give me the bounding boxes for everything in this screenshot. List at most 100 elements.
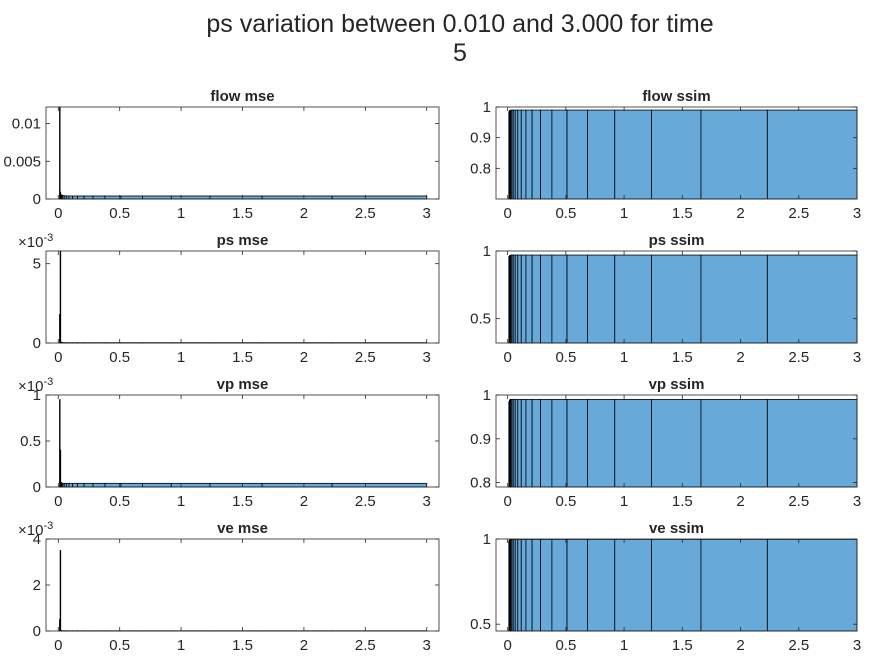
ps-ssim-bar [700,254,768,344]
ve-ssim-ytick-label: 1 [483,531,491,548]
vp-ssim-bar [587,398,616,488]
ps-mse-xtick-label: 2.5 [355,349,376,366]
flow-ssim-bar [520,109,527,200]
vp-ssim-xtick-label: 0.5 [555,493,576,510]
ve-mse-xtick-label: 1.5 [232,637,253,654]
vp-mse-plot-area [46,395,439,487]
vp-mse-bar [72,482,78,488]
flow-ssim-xtick-label: 0.5 [555,205,576,222]
flow-mse-bar [209,195,263,200]
vp-mse-bar [65,482,70,488]
ps-mse-plot-area [46,251,439,343]
ps-ssim-axes: 0 0.5 1 1.5 2 2.5 3 0.5 1 ps ssim [470,232,861,366]
ps-ssim-title: ps ssim [649,232,705,249]
ps-mse-xtick-label: 2 [300,349,308,366]
flow-ssim-bar [651,109,702,200]
ps-ssim-bar [651,254,702,344]
ve-ssim-xtick-label: 2 [736,637,744,654]
vp-mse-xtick-label: 2 [300,493,308,510]
flow-mse-xtick-label: 2 [300,205,308,222]
flow-mse-bar [68,195,74,200]
ve-mse-ytick-label: 2 [33,577,41,594]
vp-mse-ytick-label: 0 [33,479,41,496]
ps-ssim-bar [551,254,568,344]
flow-mse-bar [65,195,70,200]
vp-ssim-bar [531,398,542,488]
vp-ssim-bar [520,398,527,488]
flow-ssim-title: flow ssim [642,88,710,105]
flow-ssim-bar [700,109,768,200]
ps-ssim-bar [587,254,616,344]
ps-mse-ytick-label: 0 [33,335,41,352]
vp-ssim-bar [614,398,652,488]
flow-ssim-xtick-label: 0 [503,205,511,222]
flow-mse-bar [331,195,428,200]
flow-mse-bar [120,195,143,200]
ve-ssim-bar [520,538,527,632]
flow-mse-bar [104,195,122,200]
vp-ssim-ytick-label: 0.9 [470,431,491,448]
vp-ssim-bar [525,398,533,488]
ve-ssim-bar [614,538,652,632]
ps-ssim-bar [525,254,533,344]
ve-ssim-frame [495,538,858,632]
vp-mse-bar [104,482,122,488]
vp-ssim-axes: 0 0.5 1 1.5 2 2.5 3 0.8 0.9 1 vp ssim [470,376,861,510]
flow-mse-xtick-label: 0 [54,205,62,222]
flow-ssim-xtick-label: 1.5 [672,205,693,222]
ps-ssim-xtick-label: 2.5 [788,349,809,366]
vp-ssim-title: vp ssim [649,376,705,393]
ps-mse-ytick-label: 5 [33,256,41,273]
flow-ssim-bar [614,109,652,200]
ve-mse-xtick-label: 2.5 [355,637,376,654]
ps-ssim-bar [520,254,527,344]
ve-mse-title: ve mse [217,520,268,537]
flow-mse-ytick-label: 0.01 [12,116,41,133]
flow-ssim-ytick-label: 1 [483,99,491,116]
flow-mse-bar [142,195,172,200]
vp-mse-xtick-label: 1.5 [232,493,253,510]
ps-ssim-xtick-label: 0.5 [555,349,576,366]
vp-mse-bar [261,482,333,488]
vp-ssim-xtick-label: 2 [736,493,744,510]
ps-mse-title: ps mse [217,232,269,249]
flow-ssim-bar [540,109,553,200]
ve-mse-exponent-label: ×10-3 [18,520,53,539]
figure-title-line2: 5 [453,39,467,67]
vp-ssim-xtick-label: 2.5 [788,493,809,510]
ve-ssim-xtick-label: 0.5 [555,637,576,654]
ve-mse-xtick-label: 2 [300,637,308,654]
ve-ssim-bar [540,538,553,632]
flow-mse-bar [77,195,85,200]
ps-ssim-frame [495,250,858,344]
flow-mse-xtick-label: 2.5 [355,205,376,222]
flow-ssim-axes: 0 0.5 1 1.5 2 2.5 3 0.8 0.9 1 flow ssim [470,88,861,222]
ps-mse-xtick-label: 0.5 [109,349,130,366]
vp-ssim-bar [517,398,522,488]
flow-ssim-frame [495,106,858,200]
flow-ssim-bar [587,109,616,200]
vp-mse-bar [170,482,211,488]
vp-mse-bar [331,482,428,488]
vp-mse-bar [142,482,172,488]
ve-mse-xtick-label: 0.5 [109,637,130,654]
flow-mse-axes: 0 0.5 1 1.5 2 2.5 3 0 0.005 0.01 flow mse [3,88,440,222]
vp-mse-bar [120,482,143,488]
vp-mse-bar [209,482,263,488]
flow-ssim-bar [517,109,522,200]
vp-mse-title: vp mse [217,376,269,393]
ps-ssim-bar [614,254,652,344]
vp-ssim-bar [566,398,588,488]
flow-mse-ytick-label: 0 [33,191,41,208]
flow-mse-ytick-label: 0.005 [3,153,41,170]
ps-ssim-ytick-label: 0.5 [470,311,491,328]
vp-mse-xtick-label: 1 [177,493,185,510]
ps-ssim-bar [566,254,588,344]
ps-mse-xtick-label: 0 [54,349,62,366]
vp-mse-ytick-label: 0.5 [20,433,41,450]
ve-mse-xtick-label: 3 [423,637,431,654]
vp-ssim-xtick-label: 0 [503,493,511,510]
flow-mse-plot-area [46,107,439,199]
ve-ssim-xtick-label: 1.5 [672,637,693,654]
ps-ssim-bar [540,254,553,344]
